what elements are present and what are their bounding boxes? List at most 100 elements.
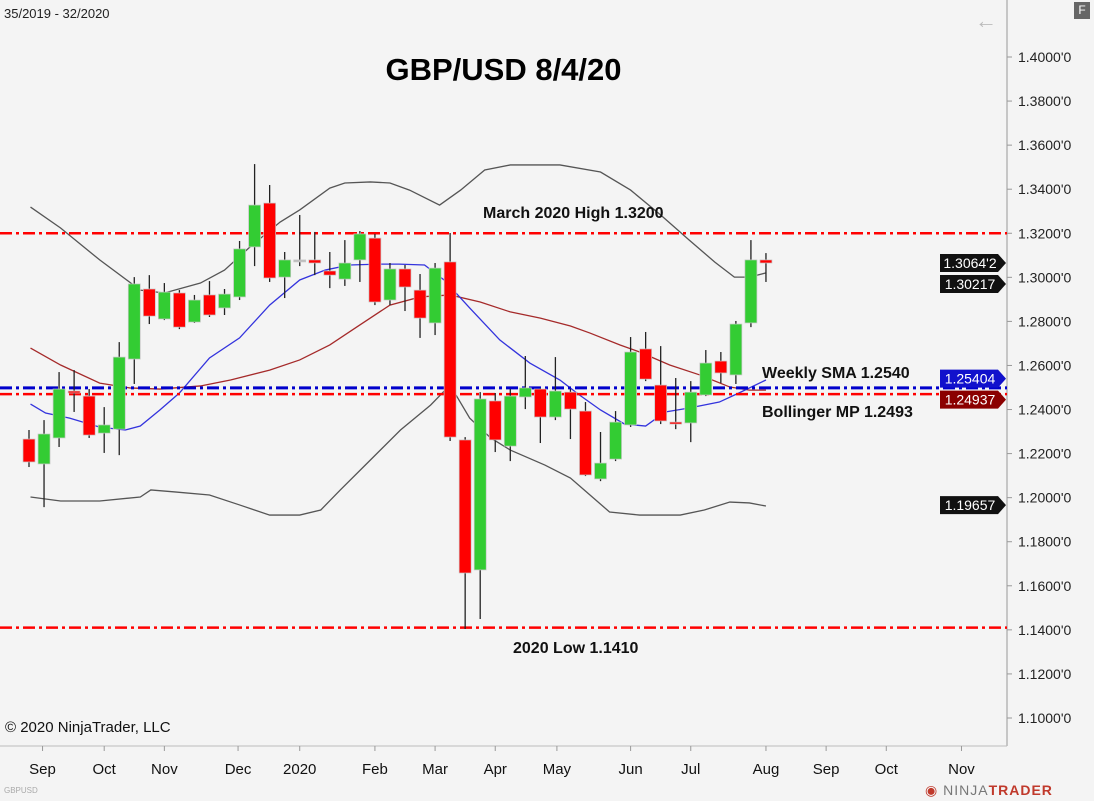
candle-body	[52, 388, 66, 439]
candle-body	[564, 391, 577, 410]
candle	[744, 240, 758, 328]
bollinger-mid-line	[30, 294, 766, 391]
candle-body	[518, 387, 532, 398]
symbol-label: GBPUSD	[4, 786, 38, 795]
candle-body	[639, 348, 652, 380]
candle	[684, 381, 698, 443]
candle-body	[308, 259, 322, 264]
candle	[383, 263, 397, 306]
annotation-march-high: March 2020 High 1.3200	[483, 205, 664, 222]
y-tick-label: 1.3200'0	[1018, 225, 1071, 241]
candle-body	[67, 390, 81, 394]
x-tick-label: Jun	[619, 761, 643, 778]
candle-body	[488, 400, 502, 441]
x-tick-label: May	[543, 761, 572, 778]
candle	[97, 407, 111, 453]
candle	[52, 372, 66, 447]
y-tick-label: 1.1000'0	[1018, 710, 1071, 726]
sma-line	[30, 263, 767, 431]
y-tick-label: 1.3400'0	[1018, 181, 1071, 197]
candle-body	[729, 323, 743, 376]
candle-body	[278, 259, 292, 278]
copyright: © 2020 NinjaTrader, LLC	[5, 719, 171, 736]
candle	[248, 164, 261, 267]
candle-body	[127, 283, 141, 360]
candle-body	[458, 439, 472, 574]
x-tick-label: Dec	[225, 761, 252, 778]
logo-text-b: TRADER	[988, 782, 1053, 798]
logo-mark-icon: ◉	[925, 782, 944, 798]
candle-body	[188, 299, 201, 323]
candle	[714, 352, 728, 384]
candle-body	[413, 289, 427, 319]
candle	[503, 389, 517, 462]
price-marker-label: 1.25404	[945, 371, 996, 387]
candle	[173, 290, 186, 330]
y-tick-label: 1.3000'0	[1018, 269, 1071, 285]
price-marker: 1.3064'2	[940, 254, 1006, 273]
candle	[67, 370, 81, 412]
candle	[443, 233, 457, 442]
candle	[549, 357, 562, 421]
candle-body	[609, 421, 622, 460]
candle-body	[684, 391, 698, 424]
y-tick-label: 1.2800'0	[1018, 313, 1071, 329]
candle	[564, 389, 577, 440]
arrow-left-icon[interactable]: ←	[975, 8, 997, 33]
candle-body	[473, 398, 487, 571]
x-tick-label: Oct	[93, 761, 117, 778]
candle-body	[579, 410, 592, 476]
candle-body	[594, 462, 607, 480]
candle	[142, 275, 156, 325]
date-range: 35/2019 - 32/2020	[4, 6, 110, 21]
price-marker-bg	[940, 390, 1006, 409]
price-marker-label: 1.30217	[945, 276, 996, 292]
chart-title: GBP/USD 8/4/20	[385, 52, 622, 87]
x-tick-label: Jul	[681, 761, 700, 778]
candle-body	[428, 267, 442, 324]
candle	[233, 240, 246, 301]
candle-body	[97, 424, 111, 434]
candle	[353, 231, 367, 282]
candle-body	[624, 351, 637, 426]
candle-body	[338, 262, 352, 280]
price-marker: 1.19657	[940, 496, 1006, 515]
x-tick-label: Apr	[484, 761, 507, 778]
x-tick-label: Nov	[151, 761, 178, 778]
candle	[594, 432, 607, 482]
candle	[278, 251, 292, 299]
candle-body	[398, 268, 412, 288]
candle-body	[714, 360, 728, 374]
price-marker-label: 1.3064'2	[943, 255, 996, 271]
price-marker: 1.25404	[940, 369, 1006, 388]
candle-body	[218, 293, 231, 309]
bollinger-upper-line	[30, 164, 767, 294]
candle	[37, 420, 51, 508]
annotation-bollinger-mp: Bollinger MP 1.2493	[762, 404, 913, 421]
f-button[interactable]: F	[1074, 2, 1090, 19]
x-tick-label: Oct	[875, 761, 899, 778]
x-tick-label: Mar	[422, 761, 448, 778]
candle	[413, 274, 427, 338]
y-tick-label: 1.4000'0	[1018, 49, 1071, 65]
candle-body	[654, 384, 668, 422]
candle	[654, 346, 668, 425]
candle-body	[368, 237, 382, 303]
candle	[458, 437, 472, 629]
candle	[579, 402, 592, 477]
candle	[534, 387, 547, 444]
candle	[518, 355, 532, 410]
y-tick-label: 1.1800'0	[1018, 534, 1071, 550]
price-marker-bg	[940, 496, 1006, 515]
candle-body	[22, 438, 36, 463]
y-tick-label: 1.2600'0	[1018, 357, 1071, 373]
candle	[488, 393, 502, 453]
y-tick-label: 1.2400'0	[1018, 402, 1071, 418]
candle-body	[142, 288, 156, 317]
x-tick-label: 2020	[283, 761, 316, 778]
x-tick-label: Feb	[362, 761, 388, 778]
candle	[293, 214, 307, 267]
price-marker-bg	[940, 254, 1006, 273]
candle	[218, 289, 231, 316]
